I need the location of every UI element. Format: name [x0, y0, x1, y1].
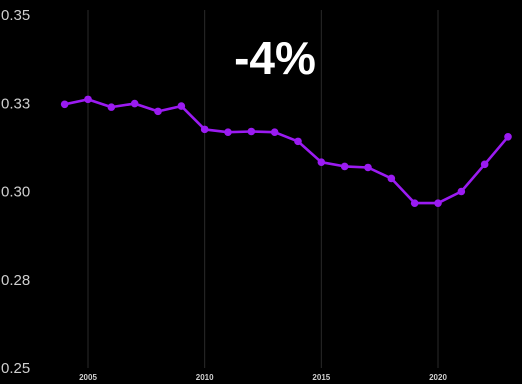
data-point-12 — [340, 162, 349, 171]
data-point-0 — [60, 100, 69, 109]
data-point-11 — [317, 158, 326, 167]
gridlines — [87, 10, 439, 368]
data-point-8 — [247, 127, 256, 136]
data-point-6 — [200, 125, 209, 134]
data-point-10 — [294, 137, 302, 146]
y-tick-label-1: 0.33 — [1, 95, 30, 112]
data-point-2 — [107, 103, 116, 111]
percent-change-annotation: -4% — [234, 32, 316, 84]
data-point-4 — [154, 107, 162, 116]
series-line-0 — [63, 98, 510, 205]
data-point-1 — [84, 95, 92, 104]
data-point-16 — [434, 199, 442, 207]
x-tick-label-1: 2010 — [196, 373, 214, 382]
y-tick-label-2: 0.30 — [1, 184, 30, 201]
y-tick-label-3: 0.28 — [1, 272, 30, 289]
x-tick-label-2: 2015 — [312, 373, 330, 382]
data-point-18 — [480, 160, 489, 169]
data-point-19 — [504, 132, 512, 141]
y-axis-tick-labels: 0.35 0.33 0.30 0.28 0.25 — [1, 7, 30, 377]
y-tick-label-4: 0.25 — [1, 360, 30, 377]
data-point-9 — [270, 128, 279, 136]
data-point-7 — [224, 128, 232, 136]
data-point-3 — [130, 99, 139, 108]
data-point-17 — [457, 187, 466, 196]
data-point-5 — [177, 102, 186, 110]
x-tick-label-3: 2020 — [429, 373, 447, 382]
data-point-13 — [364, 163, 372, 172]
x-axis-tick-labels: 2005 2010 2015 2020 — [79, 373, 447, 382]
series — [60, 95, 512, 207]
y-tick-label-0: 0.35 — [1, 7, 30, 24]
data-point-15 — [410, 199, 419, 207]
data-point-14 — [387, 174, 396, 183]
x-tick-label-0: 2005 — [79, 373, 97, 382]
